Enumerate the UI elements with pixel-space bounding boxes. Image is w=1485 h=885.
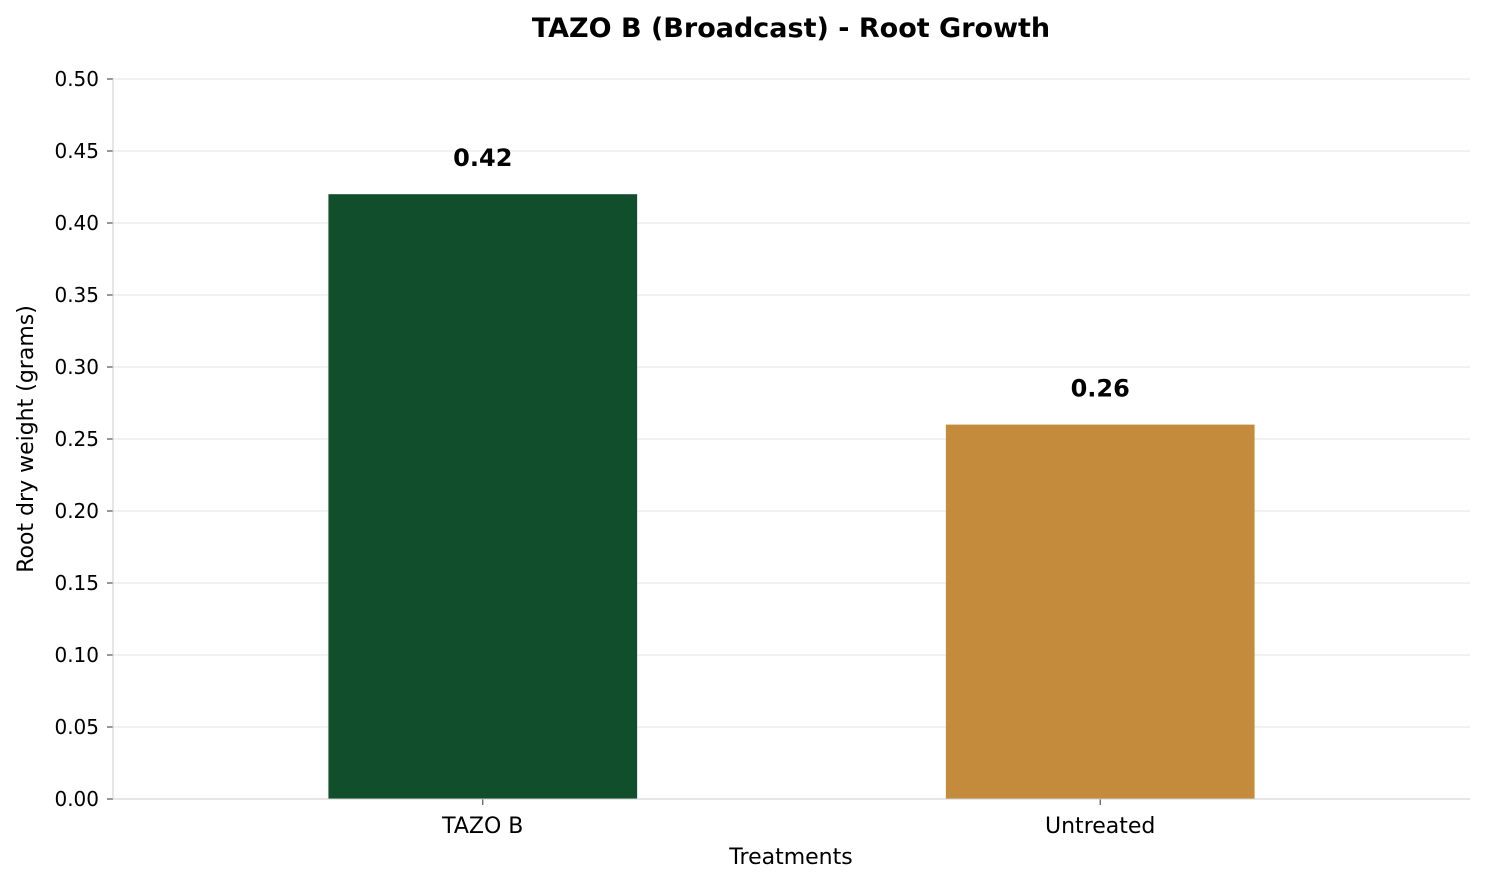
axes xyxy=(107,78,1470,805)
x-tick-label: TAZO B xyxy=(441,814,523,839)
y-tick-label: 0.45 xyxy=(54,139,99,163)
y-tick-label: 0.30 xyxy=(54,355,99,379)
y-tick-label: 0.25 xyxy=(54,427,99,451)
x-tick-label: Untreated xyxy=(1045,814,1155,839)
data-labels: 0.42 0.26 xyxy=(453,144,1130,402)
y-tick-label: 0.15 xyxy=(54,571,99,595)
y-tick-label: 0.10 xyxy=(54,643,99,667)
bar-tazo-b xyxy=(328,194,638,799)
bar-untreated xyxy=(945,424,1255,799)
x-axis-label: Treatments xyxy=(728,845,852,870)
y-tick-label: 0.35 xyxy=(54,283,99,307)
data-label: 0.42 xyxy=(453,144,512,172)
y-tick-label: 0.20 xyxy=(54,499,99,523)
grid-lines xyxy=(113,78,1470,728)
y-tick-label: 0.40 xyxy=(54,211,99,235)
y-axis-label: Root dry weight (grams) xyxy=(14,305,39,573)
y-tick-label: 0.50 xyxy=(54,67,99,91)
tick-labels: 0.00 0.05 0.10 0.15 0.20 0.25 0.30 0.35 0.40 0.45… xyxy=(54,67,1155,839)
chart-title: TAZO B (Broadcast) - Root Growth xyxy=(532,13,1050,44)
y-tick-label: 0.00 xyxy=(54,787,99,811)
data-label: 0.26 xyxy=(1071,375,1130,403)
bars xyxy=(328,194,1255,799)
y-tick-label: 0.05 xyxy=(54,715,99,739)
